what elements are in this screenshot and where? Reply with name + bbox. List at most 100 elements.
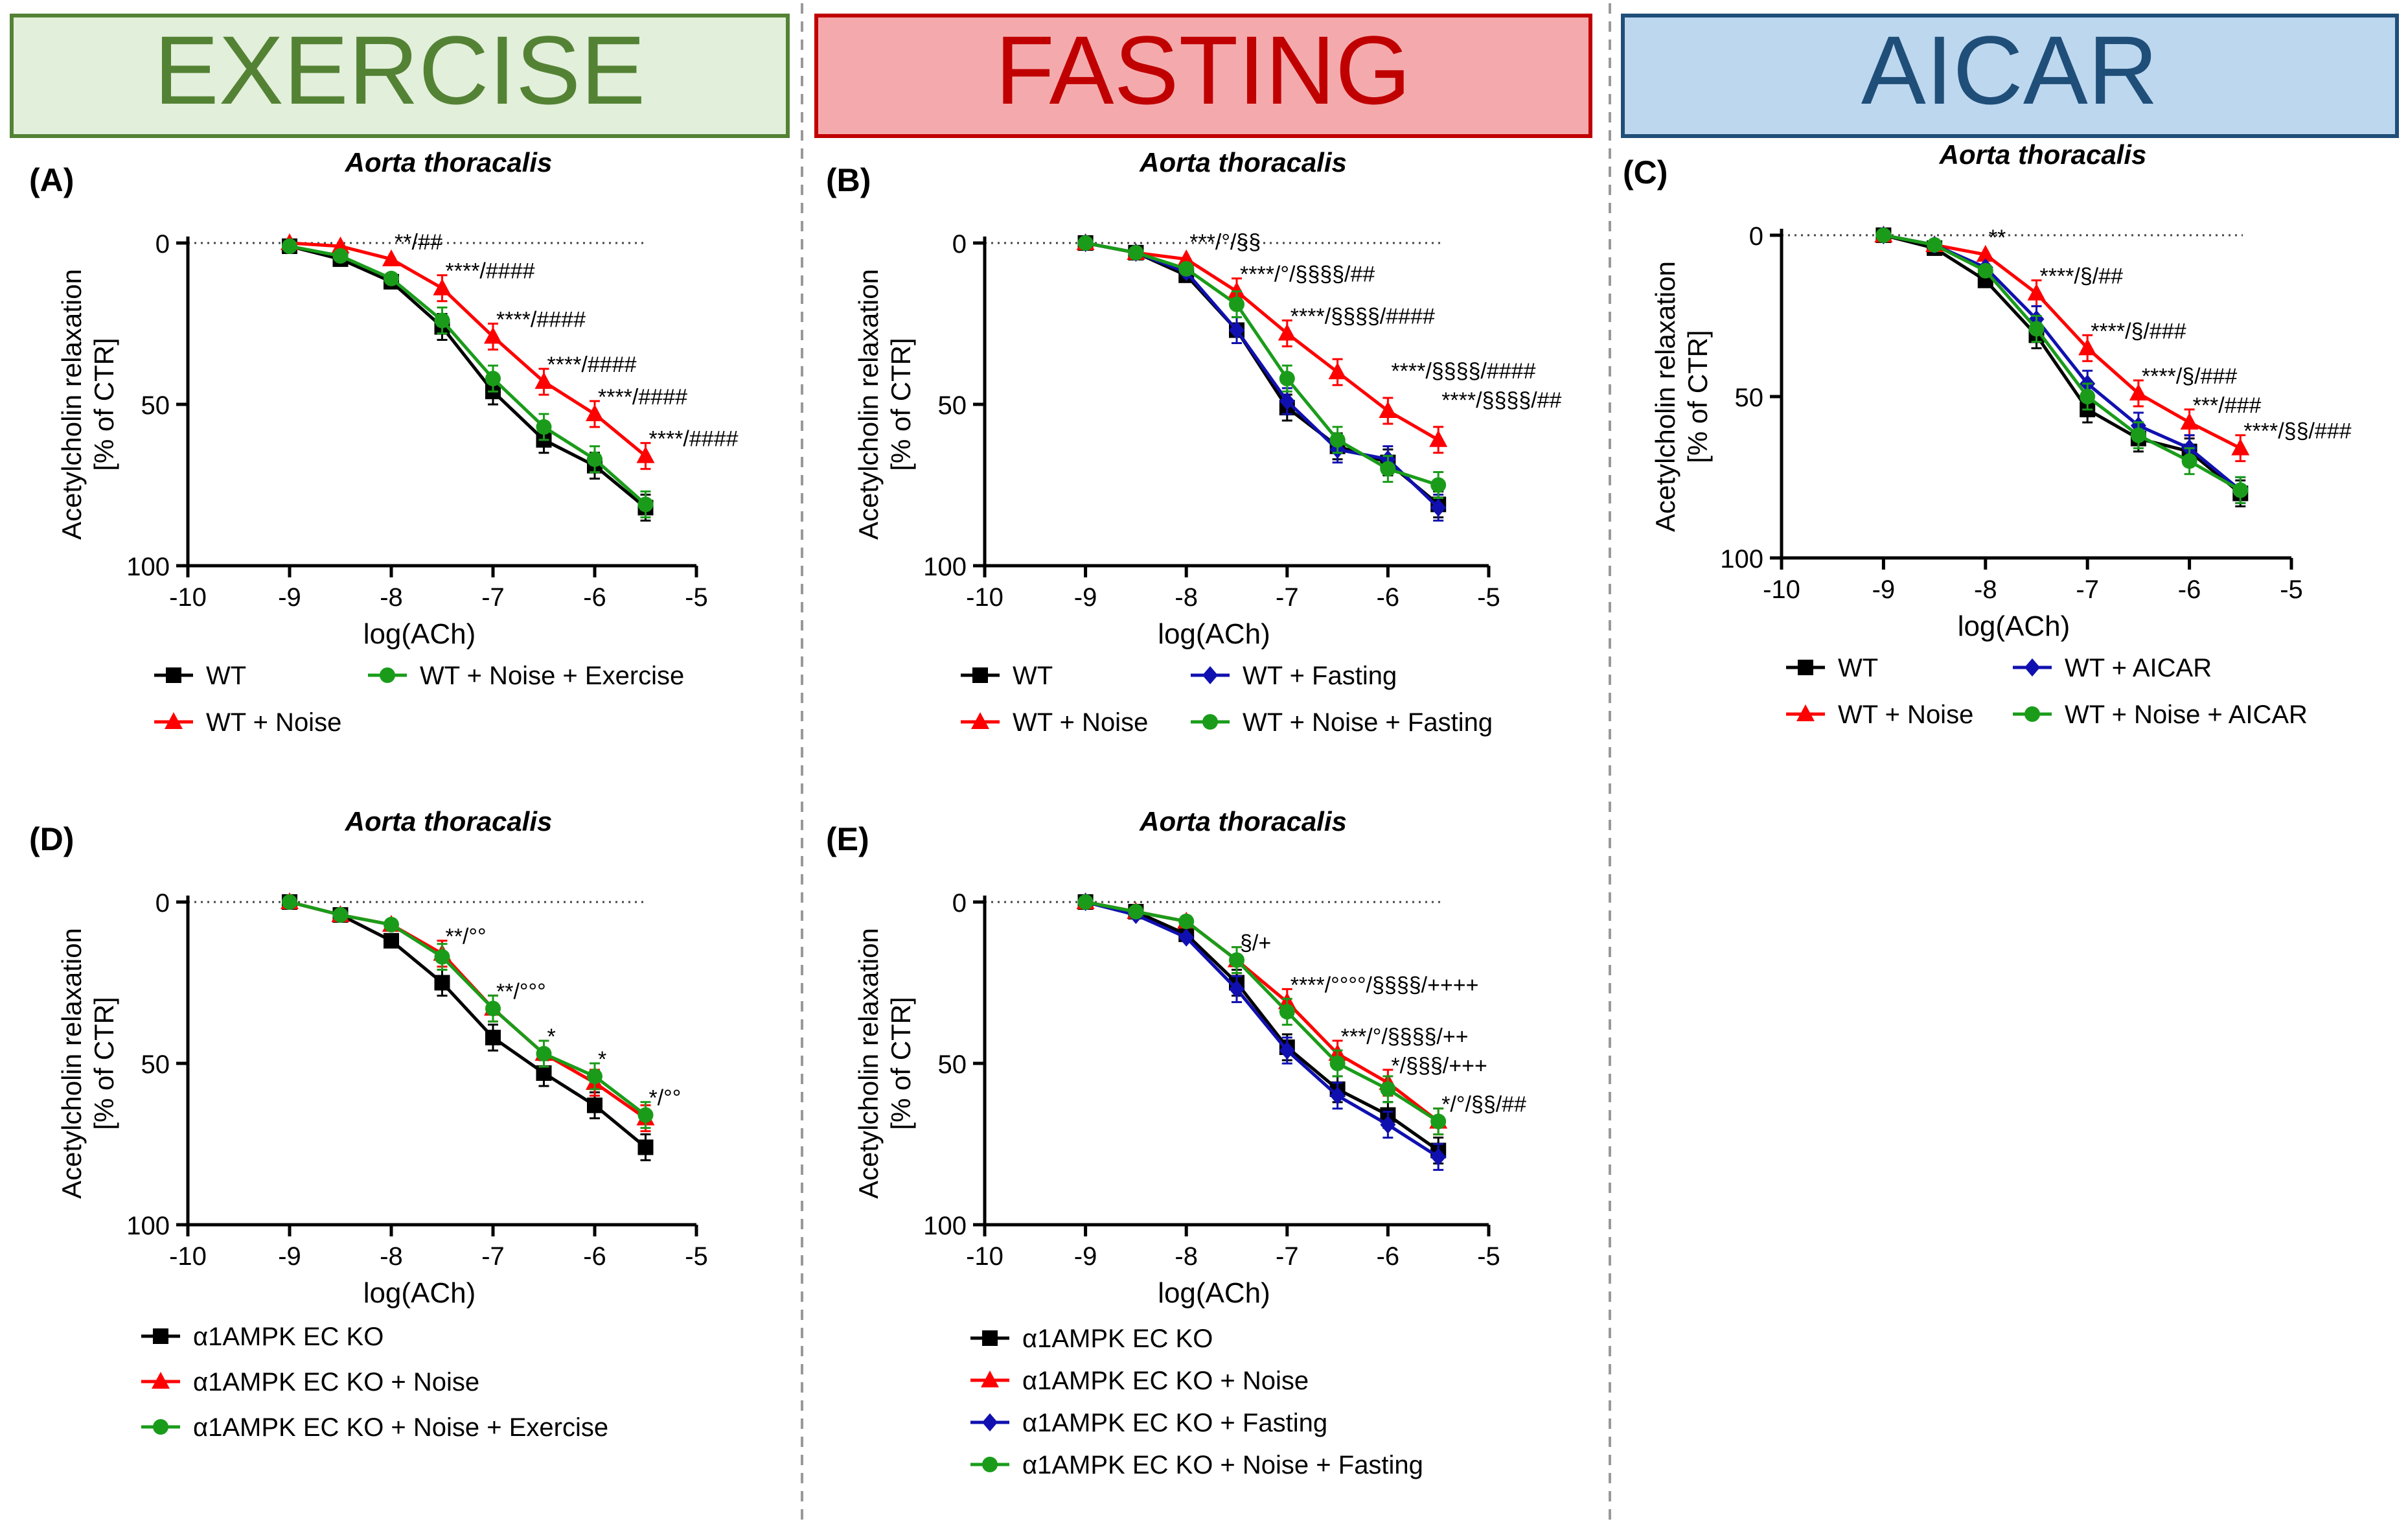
y-tick-label: 0 xyxy=(1749,222,1763,251)
series-line xyxy=(1883,233,2242,450)
series-line xyxy=(289,244,647,506)
x-tick-label: -6 xyxy=(583,1242,606,1271)
significance-label: **/## xyxy=(395,230,442,255)
y-tick-label: 100 xyxy=(923,553,967,581)
y-tick-label: 0 xyxy=(952,889,967,918)
data-point xyxy=(331,236,350,253)
series-2 xyxy=(282,894,654,1129)
legend-item: WT + Fasting xyxy=(1191,662,1397,690)
legend-item: α1AMPK EC KO + Noise xyxy=(141,1368,479,1396)
y-axis-label: Acetylcholin relaxation xyxy=(56,928,87,1199)
significance-label: ****/°/§§§§/## xyxy=(1240,262,1375,287)
chart-title: Aorta thoracalis xyxy=(345,147,553,178)
legend-marker xyxy=(153,1328,168,1344)
data-point xyxy=(434,312,450,329)
x-tick-label: -9 xyxy=(1074,583,1097,612)
legend-label: WT xyxy=(1838,654,1878,682)
legend-marker xyxy=(1798,660,1813,675)
data-point xyxy=(1380,1081,1396,1097)
legend-marker xyxy=(981,1371,999,1387)
x-tick-label: -9 xyxy=(278,583,301,612)
y-tick-label: 50 xyxy=(141,391,170,420)
x-tick-label: -10 xyxy=(966,583,1003,612)
data-point xyxy=(536,1065,552,1081)
data-point xyxy=(1229,980,1244,999)
legend-item: WT + Noise xyxy=(1786,700,1973,729)
data-point xyxy=(2129,384,2148,401)
data-point xyxy=(332,248,349,264)
data-point xyxy=(1875,227,1892,243)
series-line xyxy=(1085,900,1439,1152)
data-point xyxy=(1178,928,1195,947)
y-axis-label: Acetylcholin relaxation xyxy=(56,269,87,540)
legend-marker xyxy=(1202,666,1218,684)
data-point xyxy=(536,1046,552,1062)
data-point xyxy=(1927,237,1943,253)
significance-label: ***/°/§§§§/++ xyxy=(1341,1024,1469,1049)
x-axis-label: log(ACh) xyxy=(363,1277,476,1309)
legend-label: WT xyxy=(1013,662,1053,690)
data-point xyxy=(2078,338,2097,356)
data-point xyxy=(1279,392,1295,411)
x-tick-label: -8 xyxy=(1175,583,1198,612)
chart-title: Aorta thoracalis xyxy=(1139,147,1347,178)
legend-item: WT + AICAR xyxy=(2013,654,2212,682)
x-tick-label: -6 xyxy=(583,583,606,612)
y-tick-label: 0 xyxy=(155,230,170,259)
data-point xyxy=(282,238,297,254)
legend-item: WT + Noise + AICAR xyxy=(2013,700,2308,729)
series-line xyxy=(1883,233,2242,492)
significance-label: ****/#### xyxy=(547,353,637,377)
series-3 xyxy=(1077,235,1447,499)
legend-marker xyxy=(2024,658,2040,677)
legend-label: α1AMPK EC KO + Noise xyxy=(193,1368,479,1396)
y-axis-label-unit: [% of CTR] xyxy=(89,338,119,470)
y-tick-label: 50 xyxy=(938,391,967,420)
legend-marker xyxy=(982,1330,998,1346)
data-point xyxy=(2231,438,2250,456)
x-tick-label: -7 xyxy=(2076,575,2099,604)
significance-label: */°° xyxy=(649,1086,682,1111)
data-point xyxy=(586,404,604,421)
data-point xyxy=(2181,453,2197,469)
data-point xyxy=(1077,894,1094,910)
significance-label: ****/#### xyxy=(598,385,687,410)
significance-label: ****/§§§§/#### xyxy=(1391,359,1535,384)
data-point xyxy=(1177,249,1196,266)
legend-marker xyxy=(153,1419,168,1435)
data-point xyxy=(382,249,400,266)
data-point xyxy=(1128,244,1144,260)
x-tick-label: -5 xyxy=(1477,1242,1500,1271)
legend-item: WT + Noise xyxy=(154,708,341,737)
legend-item: WT + Noise xyxy=(961,708,1148,737)
x-tick-label: -9 xyxy=(1872,575,1896,604)
panel-label: (B) xyxy=(826,162,871,198)
legend-marker xyxy=(982,1413,998,1431)
significance-label: ***/°/§§ xyxy=(1189,230,1261,255)
y-tick-label: 0 xyxy=(952,230,967,259)
y-axis-label-unit: [% of CTR] xyxy=(886,997,916,1129)
data-point xyxy=(434,975,450,991)
data-point xyxy=(1329,432,1346,448)
data-point xyxy=(485,1001,501,1017)
data-point xyxy=(384,270,399,286)
x-tick-label: -10 xyxy=(169,1242,207,1271)
data-point xyxy=(1279,1041,1295,1060)
significance-label: ** xyxy=(1989,226,2006,250)
significance-label: ****/§§§§/#### xyxy=(1290,304,1435,329)
significance-label: ****/§/### xyxy=(2091,319,2186,343)
x-tick-label: -6 xyxy=(2178,575,2201,604)
significance-label: ****/#### xyxy=(446,259,535,284)
data-point xyxy=(587,451,602,467)
chart-panel-b: (B) Aorta thoracalis 0 50 100-10 -9 -8 -7 -6 -5 lo… xyxy=(826,147,1562,737)
x-tick-label: -8 xyxy=(1974,575,1997,604)
x-tick-label: -6 xyxy=(1377,583,1400,612)
significance-label: ***/### xyxy=(2193,393,2262,418)
data-point xyxy=(485,371,501,387)
y-tick-label: 50 xyxy=(938,1050,967,1079)
data-point xyxy=(1430,1148,1447,1166)
significance-label: ****/#### xyxy=(649,427,739,452)
y-axis-label: Acetylcholin relaxation xyxy=(1650,261,1680,532)
data-point xyxy=(434,949,450,965)
